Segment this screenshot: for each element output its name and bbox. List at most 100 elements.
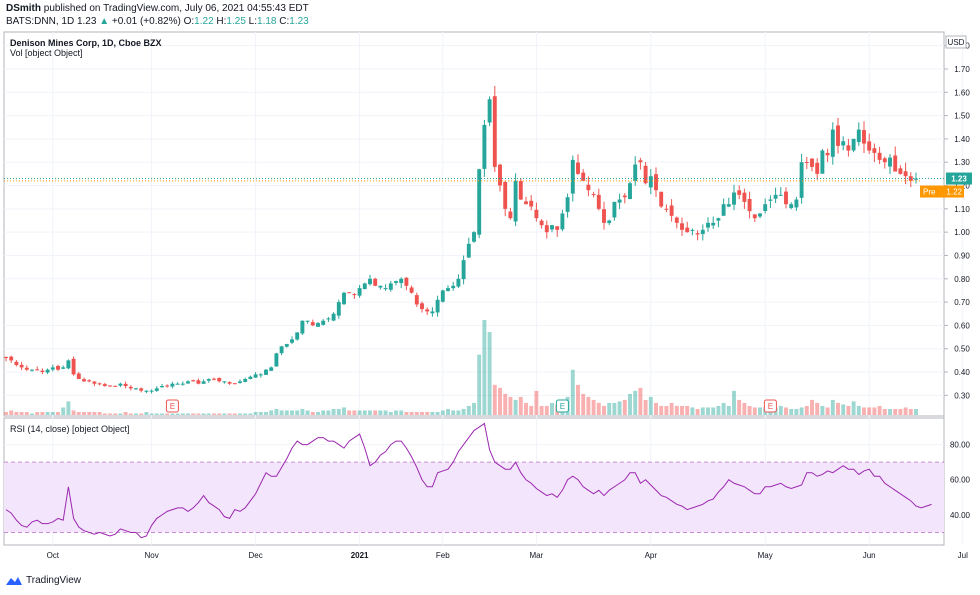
- author-name[interactable]: DSmith: [6, 3, 41, 14]
- candle-body: [877, 152, 882, 160]
- candle-body: [399, 278, 404, 284]
- volume-bar: [633, 390, 638, 415]
- volume-label[interactable]: Vol [object Object]: [10, 48, 83, 58]
- volume-bar: [784, 407, 788, 415]
- volume-bar: [643, 399, 648, 415]
- time-tick-label: Apr: [645, 551, 658, 560]
- candle-body: [773, 194, 778, 199]
- volume-bar: [113, 413, 118, 415]
- volume-bar: [373, 410, 378, 415]
- candle-body: [841, 141, 846, 146]
- high-value: 1.25: [226, 16, 246, 27]
- volume-bar: [903, 407, 908, 415]
- volume-bar: [789, 408, 794, 415]
- volume-bar: [888, 408, 892, 415]
- candle-body: [45, 369, 50, 373]
- candle-body: [706, 222, 710, 228]
- candle-body: [300, 320, 305, 334]
- candle-body: [799, 162, 804, 198]
- volume-bar: [264, 411, 268, 415]
- last-price: 1.23: [76, 16, 97, 27]
- volume-bar: [160, 413, 164, 415]
- candle-body: [576, 162, 580, 174]
- volume-bar: [295, 410, 300, 415]
- time-tick-label: Jun: [863, 551, 876, 560]
- volume-bar: [638, 387, 643, 415]
- candle-body: [732, 192, 736, 205]
- volume-bar: [19, 411, 24, 415]
- candle-body: [669, 205, 674, 216]
- volume-bar: [316, 411, 320, 415]
- candle-body: [206, 379, 211, 381]
- candle-body: [856, 129, 861, 143]
- price-tick-label: 0.60: [954, 321, 970, 330]
- volume-bar: [290, 410, 294, 415]
- volume-bar: [695, 408, 700, 415]
- rsi-line: [5, 422, 932, 539]
- candle-body: [482, 124, 487, 169]
- tradingview-logo-icon: [6, 576, 22, 585]
- volume-bar: [856, 405, 861, 415]
- pre-label: Pre: [923, 188, 936, 197]
- rsi-pane-title[interactable]: RSI (14, close) [object Object]: [10, 424, 130, 434]
- candle-body: [128, 386, 133, 389]
- volume-bar: [607, 402, 612, 415]
- high-label: H:: [216, 16, 227, 27]
- volume-bar: [877, 405, 882, 415]
- candle-body: [560, 213, 565, 230]
- candle-body: [331, 313, 336, 321]
- candle-body: [258, 374, 263, 376]
- candle-body: [378, 285, 383, 288]
- earnings-marker[interactable]: [165, 399, 179, 413]
- volume-bar: [56, 411, 60, 415]
- chart-canvas[interactable]: E E E 0.30 0.40 0.50 0.60 0.70 0.80 0.90 1.00 1.10…: [0, 0, 980, 575]
- volume-bar: [830, 399, 835, 415]
- candle-body: [674, 217, 679, 223]
- candle-body: [862, 130, 866, 144]
- open-label: O:: [183, 16, 195, 27]
- volume-bar: [425, 411, 430, 415]
- volume-bar: [383, 410, 388, 415]
- time-tick-label: Jul: [958, 551, 968, 560]
- chart-header: DSmith published on TradingView.com, Jul…: [6, 2, 309, 28]
- volume-bar: [820, 405, 825, 415]
- candle-body: [310, 322, 315, 326]
- main-pane-title[interactable]: Denison Mines Corp, 1D, Cboe BZX: [10, 38, 162, 48]
- candle-body: [867, 141, 872, 151]
- candle-body: [253, 374, 258, 378]
- volume-bar: [794, 408, 799, 415]
- close-label: C:: [279, 16, 290, 27]
- volume-bar: [87, 411, 92, 415]
- volume-bar: [50, 411, 55, 415]
- volume-bar: [752, 407, 757, 415]
- volume-bar: [149, 413, 154, 415]
- earnings-marker[interactable]: [555, 399, 569, 413]
- volume-bar: [659, 405, 664, 415]
- volume-bar: [170, 413, 175, 415]
- candle-body: [898, 168, 903, 174]
- candle-body: [24, 367, 29, 370]
- candle-body: [820, 150, 825, 174]
- volume-bar: [591, 399, 596, 415]
- rsi-tick-label: 40.00: [950, 511, 971, 520]
- volume-bar: [451, 410, 456, 415]
- candle-body: [14, 361, 19, 366]
- footer-brand[interactable]: TradingView: [6, 575, 81, 586]
- volume-bar: [596, 402, 601, 415]
- volume-bar: [862, 407, 866, 415]
- main-pane-border: [3, 31, 945, 417]
- volume-bar: [908, 408, 913, 415]
- candle-body: [472, 232, 476, 242]
- candle-body: [628, 183, 632, 200]
- candle-body: [440, 290, 445, 302]
- candle-body: [420, 303, 424, 310]
- candle-body: [92, 381, 97, 384]
- earnings-marker[interactable]: [763, 399, 777, 413]
- price-tick-label: 1.50: [954, 112, 970, 121]
- candle-body: [134, 388, 138, 390]
- candle-body: [654, 174, 658, 191]
- volume-bar: [336, 408, 341, 415]
- candle-body: [56, 365, 60, 370]
- volume-bar: [357, 410, 362, 415]
- volume-bar: [409, 411, 414, 415]
